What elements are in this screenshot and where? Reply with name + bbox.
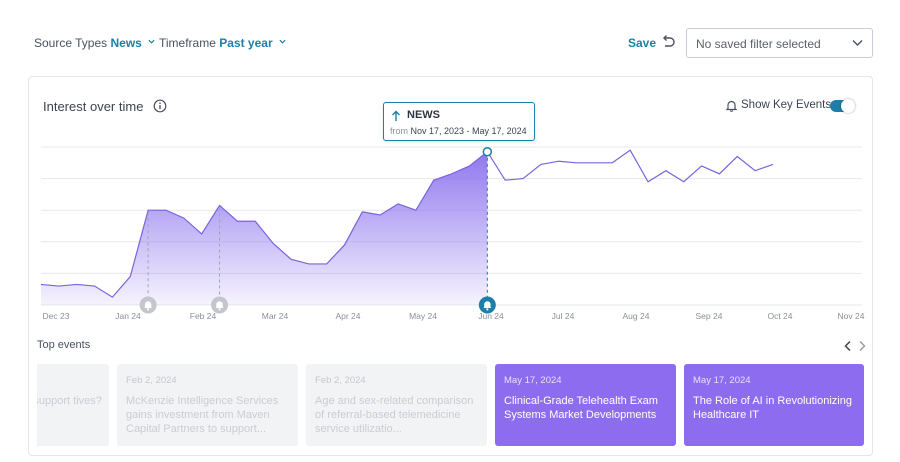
event-date: May 17, 2024	[504, 375, 562, 386]
save-button[interactable]: Save	[628, 36, 657, 50]
top-events-carousel: and support tives? Feb 2, 2024 McKenzie …	[37, 364, 864, 446]
chevron-right-icon[interactable]	[857, 340, 867, 352]
chart-area	[41, 151, 488, 305]
x-tick-label: Jun 24	[478, 311, 504, 321]
info-icon[interactable]	[153, 99, 167, 113]
saved-filter-placeholder: No saved filter selected	[696, 37, 821, 51]
x-tick-label: Mar 24	[262, 311, 289, 321]
event-card[interactable]: Feb 2, 2024 McKenzie Intelligence Servic…	[117, 364, 298, 446]
timeframe-filter[interactable]: Timeframe Past year	[159, 36, 286, 50]
x-tick-label: Jul 24	[552, 311, 575, 321]
event-headline: and support tives?	[37, 395, 102, 407]
source-types-label: Source Types	[34, 36, 108, 50]
timeframe-value: Past year	[219, 36, 273, 50]
bell-clapper	[486, 308, 489, 311]
event-card[interactable]: Feb 2, 2024 Age and sex-related comparis…	[306, 364, 487, 446]
arrow-up-icon	[392, 110, 400, 121]
tooltip-series: NEWS	[407, 109, 440, 121]
timeframe-label: Timeframe	[159, 36, 216, 50]
bell-glyph	[483, 301, 492, 308]
bell-clapper	[147, 308, 150, 311]
event-date: May 17, 2024	[693, 375, 751, 386]
event-headline: The Role of AI in Revolutionizing Health…	[693, 395, 852, 421]
chevron-left-icon[interactable]	[843, 340, 853, 352]
chevron-down-icon	[148, 39, 155, 44]
x-tick-label: Apr 24	[335, 311, 360, 321]
event-headline: Age and sex-related comparison of referr…	[315, 395, 474, 435]
event-card-active[interactable]: May 17, 2024 Clinical-Grade Telehealth E…	[495, 364, 676, 446]
highlight-point	[482, 146, 493, 157]
key-events-toggle[interactable]	[830, 99, 855, 113]
toggle-knob	[841, 99, 855, 113]
series-line	[40, 149, 774, 298]
event-card-active[interactable]: May 17, 2024 The Role of AI in Revolutio…	[684, 364, 864, 446]
source-types-value: News	[110, 36, 142, 50]
bell-glyph	[215, 301, 224, 308]
tooltip-range: Nov 17, 2023 - May 17, 2024	[410, 126, 527, 136]
undo-icon[interactable]	[659, 33, 676, 50]
x-tick-label: Oct 24	[767, 311, 792, 321]
tooltip-from-label: from	[390, 126, 408, 136]
filter-bar: Source Types News Timeframe Past year Sa…	[0, 0, 900, 76]
event-headline: McKenzie Intelligence Services gains inv…	[126, 395, 279, 435]
chevron-down-icon	[852, 40, 863, 46]
event-date: Feb 2, 2024	[315, 375, 366, 386]
saved-filter-select[interactable]: No saved filter selected	[686, 28, 873, 58]
x-tick-label: Nov 24	[838, 311, 865, 321]
x-tick-label: May 24	[409, 311, 437, 321]
event-headline: Clinical-Grade Telehealth Exam Systems M…	[504, 395, 658, 421]
x-axis-ticks: Dec 23 Jan 24 Feb 24 Mar 24 Apr 24 May 24 Jun …	[43, 311, 865, 321]
key-events-layer	[139, 146, 496, 314]
bell-clapper	[218, 308, 221, 311]
x-tick-label: Jan 24	[115, 311, 141, 321]
event-date: Feb 2, 2024	[126, 375, 177, 386]
chevron-down-icon	[279, 39, 286, 44]
chart-line	[40, 149, 774, 298]
bell-glyph	[144, 301, 153, 308]
x-tick-label: Aug 24	[623, 311, 650, 321]
tooltip-date-range: from Nov 17, 2023 - May 17, 2024	[390, 126, 527, 136]
highlighted-area	[41, 151, 488, 305]
show-key-events-label: Show Key Events	[741, 99, 832, 111]
top-events-title: Top events	[37, 339, 91, 351]
event-card[interactable]: and support tives?	[37, 364, 109, 446]
x-tick-label: Feb 24	[190, 311, 217, 321]
x-tick-label: Dec 23	[43, 311, 70, 321]
chart-title: Interest over time	[43, 99, 144, 114]
source-types-filter[interactable]: Source Types News	[34, 36, 155, 50]
chart-tooltip: NEWS from Nov 17, 2023 - May 17, 2024	[383, 102, 535, 141]
x-tick-label: Sep 24	[696, 311, 723, 321]
bell-icon	[725, 100, 738, 112]
